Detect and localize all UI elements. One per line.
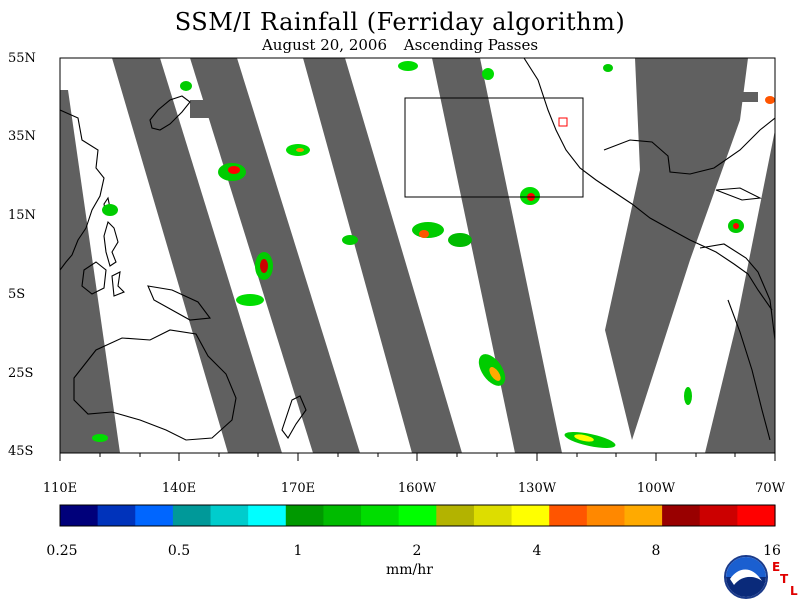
map-area bbox=[60, 58, 775, 453]
rain-patch bbox=[102, 204, 118, 216]
rain-patch bbox=[574, 434, 594, 442]
rain-patch bbox=[482, 68, 494, 80]
passes-label: Ascending Passes bbox=[403, 36, 539, 54]
colorbar-swatch bbox=[436, 505, 475, 526]
coast-north-america bbox=[523, 58, 773, 311]
gap-patch bbox=[190, 100, 238, 118]
colorbar-swatch bbox=[60, 505, 99, 526]
lon-label-170e: 170E bbox=[280, 481, 316, 496]
coast-new-zealand bbox=[281, 395, 307, 439]
colorbar-label: 8 bbox=[651, 543, 661, 559]
coast-south-america-west bbox=[727, 299, 771, 441]
rain-patch bbox=[236, 294, 264, 306]
coast-new-guinea bbox=[147, 285, 212, 321]
colorbar-label: 0.25 bbox=[46, 543, 78, 559]
lat-label-25s: 25S bbox=[8, 366, 34, 381]
colorbar-label: 0.5 bbox=[167, 543, 191, 559]
lat-label-35n: 35N bbox=[8, 129, 36, 144]
lat-label-55n: 55N bbox=[8, 51, 36, 66]
colorbar-swatch bbox=[549, 505, 588, 526]
lat-label-5s: 5S bbox=[8, 287, 26, 302]
rain-patch bbox=[228, 166, 240, 174]
rain-patch bbox=[260, 259, 268, 273]
lon-label-70w: 70W bbox=[755, 481, 785, 496]
colorbar-swatch bbox=[285, 505, 325, 526]
colorbar-label: 1 bbox=[293, 543, 303, 559]
coast-sulawesi bbox=[111, 271, 125, 297]
colorbar-label: 4 bbox=[532, 543, 542, 559]
coast-east-asia bbox=[60, 109, 105, 271]
swath-gap-7 bbox=[705, 130, 775, 453]
colorbar-swatch bbox=[624, 505, 663, 526]
coast-australia bbox=[73, 329, 237, 441]
rain-patch bbox=[398, 61, 418, 71]
rain-patch bbox=[180, 81, 192, 91]
rain-patch bbox=[419, 230, 429, 238]
swath-gap-1 bbox=[60, 90, 120, 453]
noaa-logo: NOAA bbox=[724, 555, 768, 599]
colorbar-frame bbox=[59, 504, 776, 527]
colorbar bbox=[60, 505, 776, 526]
colorbar-swatch bbox=[323, 505, 362, 526]
lon-label-130w: 130W bbox=[517, 481, 557, 496]
swath-gaps bbox=[60, 58, 775, 453]
rain-patch bbox=[765, 96, 775, 104]
etl-letter-l: L bbox=[790, 584, 798, 598]
swath-gap-6 bbox=[605, 58, 748, 440]
lon-label-160w: 160W bbox=[397, 481, 437, 496]
colorbar-swatch bbox=[737, 505, 776, 526]
colorbar-swatch bbox=[248, 505, 287, 526]
colorbar-swatch bbox=[135, 505, 174, 526]
rain-patch bbox=[296, 148, 304, 152]
colorbar-label: 2 bbox=[412, 543, 422, 559]
units-label: mm/hr bbox=[386, 562, 433, 578]
colorbar-swatch bbox=[586, 505, 626, 526]
coast-south-america bbox=[699, 243, 775, 341]
colorbar-swatch bbox=[398, 505, 437, 526]
rain-patch bbox=[684, 387, 692, 405]
rain-patch bbox=[342, 235, 358, 245]
etl-letter-t: T bbox=[780, 572, 789, 586]
gap-patch bbox=[728, 92, 758, 102]
axis-ticks bbox=[59, 453, 776, 461]
lat-label-15n: 15N bbox=[8, 208, 36, 223]
rain-patch bbox=[448, 233, 472, 247]
colorbar-label: 16 bbox=[763, 543, 781, 559]
swath-gap-2 bbox=[112, 58, 282, 453]
lat-label-45s: 45S bbox=[8, 444, 34, 459]
rain-patches bbox=[92, 61, 775, 448]
rain-patch bbox=[603, 64, 613, 72]
swath-gap-3 bbox=[190, 58, 360, 453]
colorbar-swatch bbox=[511, 505, 550, 526]
swath-gap-5 bbox=[432, 58, 562, 453]
colorbar-swatch bbox=[172, 505, 212, 526]
colorbar-swatch bbox=[361, 505, 400, 526]
coast-philippines bbox=[103, 220, 119, 267]
rain-patch bbox=[733, 223, 739, 229]
colorbar-swatch bbox=[473, 505, 513, 526]
colorbar-swatch bbox=[662, 505, 701, 526]
region-box bbox=[404, 97, 584, 198]
lon-label-100w: 100W bbox=[636, 481, 676, 496]
colorbar-swatch bbox=[97, 505, 136, 526]
svg-text:NOAA: NOAA bbox=[737, 572, 755, 579]
rain-patch bbox=[489, 367, 501, 381]
coast-japan bbox=[149, 95, 191, 131]
lon-label-140e: 140E bbox=[161, 481, 197, 496]
map-subtitle: August 20, 2006 Ascending Passes bbox=[0, 36, 800, 54]
coast-gulf-mexico bbox=[603, 117, 775, 175]
colorbar-swatch bbox=[699, 505, 738, 526]
etl-letter-e: E bbox=[772, 560, 781, 574]
highlight-marker bbox=[558, 117, 568, 127]
date-label: August 20, 2006 bbox=[261, 36, 388, 54]
coastlines bbox=[60, 58, 775, 441]
colorbar-swatch bbox=[210, 505, 249, 526]
map-title: SSM/I Rainfall (Ferriday algorithm) bbox=[174, 8, 626, 36]
rain-patch bbox=[92, 434, 108, 442]
swath-gap-4 bbox=[303, 58, 462, 453]
coast-borneo bbox=[81, 261, 107, 295]
lon-label-110e: 110E bbox=[42, 481, 78, 496]
coast-cuba bbox=[715, 187, 762, 201]
